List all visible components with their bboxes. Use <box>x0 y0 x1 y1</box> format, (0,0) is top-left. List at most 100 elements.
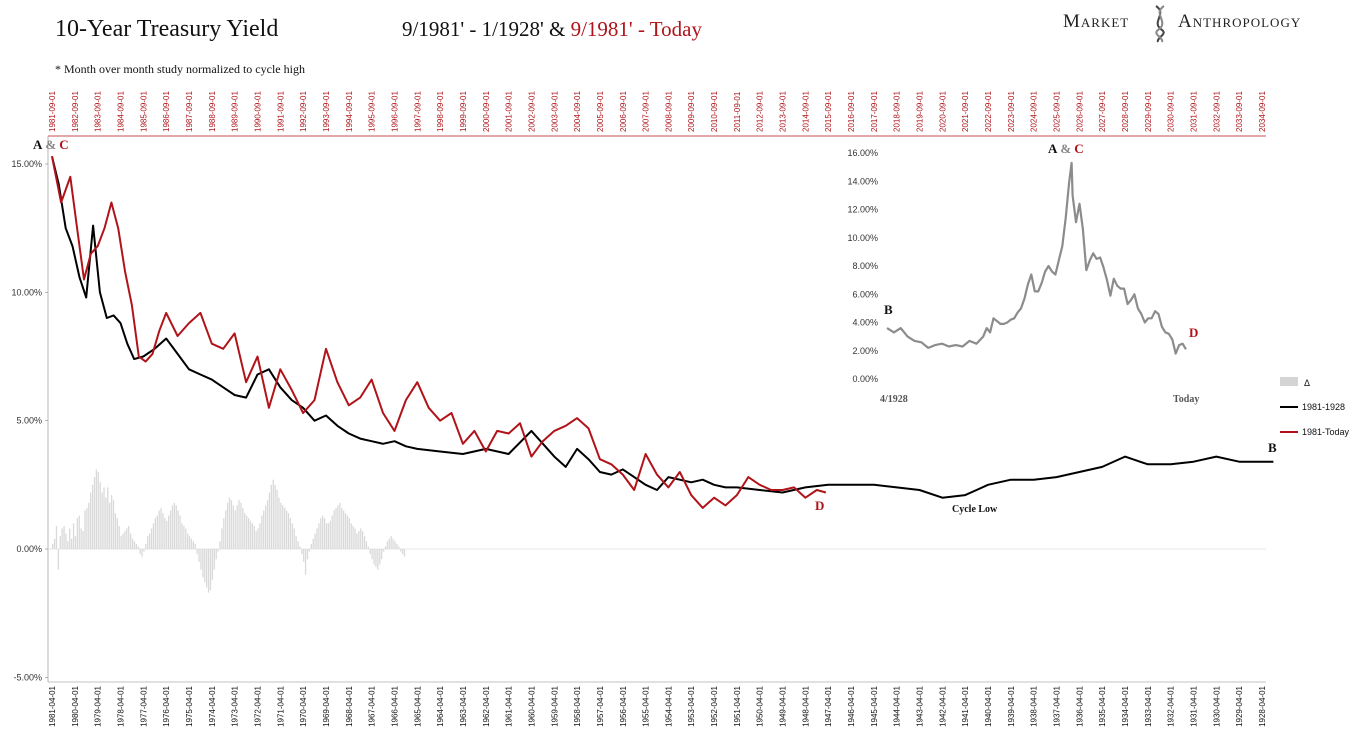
delta-bar <box>346 515 349 549</box>
top-x-tick-label: 2012-09-01 <box>756 91 765 132</box>
top-x-tick-label: 1999-09-01 <box>459 91 468 132</box>
bottom-x-tick-label: 1945-04-01 <box>870 685 879 726</box>
y-tick-label: 15.00% <box>11 159 42 169</box>
bottom-x-tick-label: 1980-04-01 <box>71 685 80 726</box>
delta-bar <box>52 543 54 549</box>
delta-bar <box>261 515 263 549</box>
delta-bar <box>398 546 400 549</box>
delta-bar <box>333 510 335 549</box>
delta-bar <box>268 492 271 549</box>
series-lines <box>51 156 1274 509</box>
logo-word-right: Anthropology <box>1178 11 1301 32</box>
delta-bar <box>342 510 345 549</box>
delta-bar <box>350 523 352 549</box>
logo-word-left: Market <box>1063 11 1129 32</box>
delta-bar <box>57 549 60 570</box>
delta-bar <box>97 472 99 549</box>
delta-bar <box>381 549 383 560</box>
bottom-x-tick-label: 1962-04-01 <box>482 685 491 726</box>
bottom-x-tick-label: 1930-04-01 <box>1212 685 1221 726</box>
top-x-tick-label: 2020-09-01 <box>938 91 947 132</box>
delta-bar <box>177 510 179 549</box>
bottom-x-tick-label: 1939-04-01 <box>1007 685 1016 726</box>
inset-annotation-a-and-c: A & C <box>1048 141 1084 156</box>
delta-bar <box>245 515 248 549</box>
top-x-tick-label: 2028-09-01 <box>1121 91 1130 132</box>
delta-bar <box>228 497 231 549</box>
delta-bar <box>131 538 134 549</box>
delta-bar <box>242 507 244 549</box>
top-x-tick-label: 2016-09-01 <box>847 91 856 132</box>
delta-bar <box>259 523 261 549</box>
bottom-x-tick-label: 1947-04-01 <box>824 685 833 726</box>
bottom-x-tick-label: 1970-04-01 <box>299 685 308 726</box>
delta-bar <box>367 546 369 549</box>
bottom-x-tick-label: 1969-04-01 <box>322 685 331 726</box>
top-x-tick-label: 2031-09-01 <box>1190 91 1199 132</box>
delta-bar <box>187 533 189 549</box>
bottom-x-tick-label: 1968-04-01 <box>345 685 354 726</box>
top-x-tick-label: 1991-09-01 <box>276 91 285 132</box>
delta-bar <box>335 507 337 549</box>
delta-bar <box>65 533 67 549</box>
delta-bar <box>363 536 366 549</box>
bottom-x-tick-label: 1963-04-01 <box>459 685 468 726</box>
delta-bar <box>388 538 390 549</box>
inset-annotation-d: D <box>1189 325 1198 340</box>
delta-bar <box>198 549 200 562</box>
top-x-tick-label: 1987-09-01 <box>185 91 194 132</box>
inset-y-tick-label: 8.00% <box>852 261 878 271</box>
top-x-tick-label: 2032-09-01 <box>1212 91 1221 132</box>
delta-bar <box>148 533 151 549</box>
bottom-x-tick-label: 1951-04-01 <box>733 685 742 726</box>
delta-bar <box>306 549 309 560</box>
delta-bar <box>114 513 117 549</box>
delta-bar <box>365 541 368 549</box>
delta-bar <box>78 515 80 549</box>
inset-y-tick-label: 6.00% <box>852 289 878 299</box>
top-x-tick-label: 2011-09-01 <box>733 91 742 132</box>
delta-bar <box>55 525 58 549</box>
bottom-x-tick-label: 1940-04-01 <box>984 685 993 726</box>
delta-bar <box>304 549 307 575</box>
delta-bar <box>196 549 198 555</box>
chart-note: * Month over month study normalized to c… <box>55 62 305 76</box>
top-x-tick-label: 2017-09-01 <box>870 91 879 132</box>
y-tick-label: 0.00% <box>16 544 42 554</box>
bottom-x-tick-label: 1955-04-01 <box>642 685 651 726</box>
bottom-x-tick-label: 1933-04-01 <box>1144 685 1153 726</box>
bottom-x-tick-label: 1966-04-01 <box>390 685 399 726</box>
inset-y-tick-label: 14.00% <box>847 176 878 186</box>
delta-bar <box>213 549 215 570</box>
bottom-x-tick-label: 1943-04-01 <box>916 685 925 726</box>
bottom-x-tick-label: 1954-04-01 <box>664 685 673 726</box>
bottom-x-tick-label: 1928-04-01 <box>1258 685 1267 726</box>
delta-bar <box>129 533 132 549</box>
top-x-tick-label: 1985-09-01 <box>139 91 148 132</box>
delta-bar <box>185 528 187 549</box>
delta-bar <box>337 505 339 549</box>
delta-bars <box>52 469 406 593</box>
delta-bar <box>190 538 193 549</box>
delta-bar <box>403 549 406 557</box>
delta-bar <box>95 469 98 549</box>
delta-bar <box>116 518 118 549</box>
inset-y-tick-label: 2.00% <box>852 346 878 356</box>
delta-bar <box>160 507 162 549</box>
delta-bar <box>253 525 255 549</box>
delta-bar <box>360 528 362 549</box>
delta-bar <box>86 507 88 549</box>
delta-bar <box>71 538 73 549</box>
delta-bar <box>325 523 328 549</box>
bottom-x-tick-label: 1975-04-01 <box>185 685 194 726</box>
delta-bar <box>53 538 56 549</box>
delta-bar <box>361 531 364 549</box>
delta-bar <box>67 541 69 549</box>
delta-bar <box>137 546 139 549</box>
delta-bar <box>90 492 92 549</box>
bottom-x-tick-label: 1935-04-01 <box>1098 685 1107 726</box>
delta-bar <box>147 536 149 549</box>
delta-bar <box>188 536 191 549</box>
delta-bar <box>354 528 356 549</box>
